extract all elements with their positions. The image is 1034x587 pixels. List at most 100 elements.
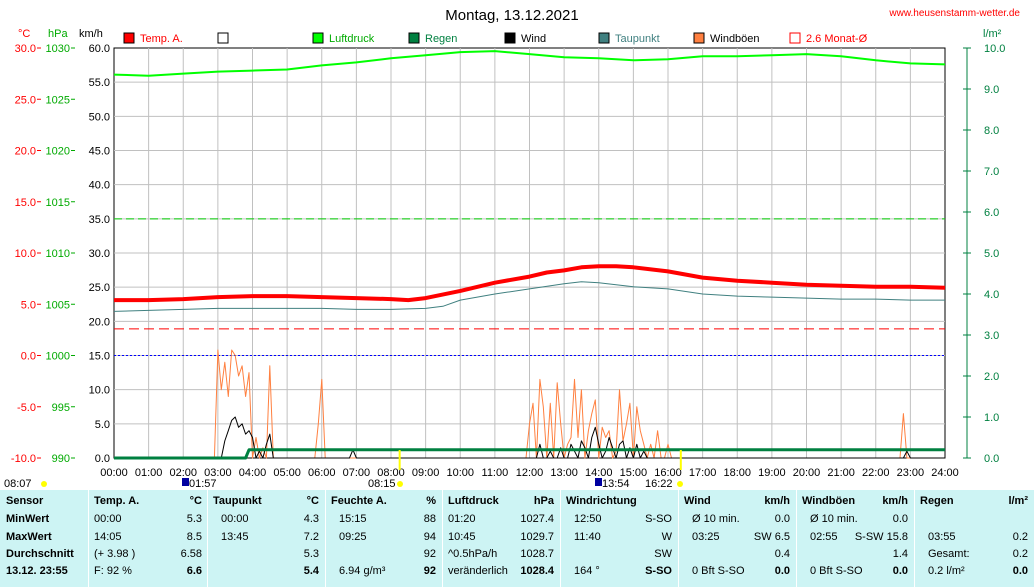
pressure-marker-icon <box>595 478 602 486</box>
column-divider <box>325 490 326 587</box>
website-link[interactable]: www.heusenstamm-wetter.de <box>888 8 1020 19</box>
x-axis-tick: 08:00 <box>377 467 405 479</box>
legend-swatch <box>598 32 610 44</box>
x-axis-tick: 10:00 <box>446 467 474 479</box>
weather-chart: 30.0 25.0 20.0 15.0 10.0 5.0 0.0 -5.0 -10.0 1030 1… <box>4 7 1020 490</box>
hum-time: 09:25 <box>339 531 367 543</box>
legend-swatch <box>504 32 516 44</box>
hum-unit: % <box>426 495 436 507</box>
legend-label: 2.6 Monat-Ø <box>806 33 868 45</box>
row-label: 13.12. 23:55 <box>6 565 68 577</box>
dew-time: 13:45 <box>221 531 249 543</box>
wind-axis-tick: 0.0 <box>95 453 110 465</box>
x-axis-tick: 14:00 <box>585 467 613 479</box>
series-line-wind <box>114 416 945 459</box>
pressure-axis-tick: 1030 <box>46 43 70 55</box>
temp-header: Temp. A. <box>94 495 140 507</box>
marker-label-high: 13:54 <box>602 478 630 490</box>
legend-swatch <box>123 32 135 44</box>
x-axis-tick: 23:00 <box>897 467 925 479</box>
wind-axis-tick: 25.0 <box>89 282 110 294</box>
temp-unit: °C <box>189 495 202 507</box>
hum-value: 88 <box>423 513 436 525</box>
row-label: Durchschnitt <box>6 548 74 560</box>
column-divider <box>207 490 208 587</box>
legend-swatch <box>789 32 801 44</box>
wind-value: 0.4 <box>774 548 790 560</box>
hum-time: 6.94 g/m³ <box>339 565 386 577</box>
temp-value: 8.5 <box>186 531 202 543</box>
temp-axis-tick: 30.0 <box>15 43 36 55</box>
x-axis-tick: 22:00 <box>862 467 890 479</box>
wind-axis-tick: 50.0 <box>89 111 110 123</box>
x-axis: 00:00 01:00 02:00 03:00 04:00 05:00 06:00 07:00… <box>100 467 959 479</box>
temp-time: 14:05 <box>94 531 122 543</box>
x-axis-tick: 18:00 <box>723 467 751 479</box>
x-axis-tick: 15:00 <box>620 467 648 479</box>
marker-label-sun: 08:15 <box>368 478 396 490</box>
x-axis-tick: 03:00 <box>204 467 232 479</box>
temp-value: 5.3 <box>186 513 202 525</box>
wdir-value: W <box>661 531 672 543</box>
press-value: 1027.4 <box>520 513 554 525</box>
hum-value: 94 <box>423 531 436 543</box>
marker-label-low: 01:57 <box>189 478 217 490</box>
x-axis-tick: 13:00 <box>550 467 578 479</box>
temp-axis-tick: 20.0 <box>15 146 36 158</box>
wind-column: Wind km/h Ø 10 min. 0.0 03:25 SW 6.5 0.4 0 Bft … <box>684 490 790 587</box>
chart-title: Montag, 13.12.2021 <box>445 7 578 24</box>
x-axis-tick: 06:00 <box>308 467 336 479</box>
temp-value: 6.58 <box>180 548 202 560</box>
pressure-axis-tick: 1025 <box>46 94 70 106</box>
column-divider <box>796 490 797 587</box>
x-axis-tick: 20:00 <box>793 467 821 479</box>
gust-value: 0.0 <box>892 513 908 525</box>
rain-axis-tick: 0.0 <box>984 453 999 465</box>
x-axis-tick: 05:00 <box>273 467 301 479</box>
wdir-time: 12:50 <box>574 513 602 525</box>
pressure-axis-tick: 1000 <box>46 351 70 363</box>
press-value: 1029.7 <box>520 531 554 543</box>
column-divider <box>560 490 561 587</box>
wind-direction-column: Windrichtung 12:50 S-SO 11:40 W SW 164 ° S-SO <box>566 490 672 587</box>
wind-axis-tick: 40.0 <box>89 180 110 192</box>
unit-rain: l/m² <box>983 28 1002 40</box>
row-labels: Sensor MinWert MaxWert Durchschnitt 13.12. 2… <box>6 490 86 587</box>
wind-time: 03:25 <box>692 531 720 543</box>
temp-axis-tick: 0.0 <box>21 351 36 363</box>
hum-header: Feuchte A. <box>331 495 387 507</box>
wind-axis-tick: 60.0 <box>89 43 110 55</box>
gust-time: 0 Bft S-SO <box>810 565 863 577</box>
dew-value: 4.3 <box>303 513 319 525</box>
pressure-axis-tick: 1020 <box>46 146 70 158</box>
column-divider <box>442 490 443 587</box>
marker-label-sun: 16:22 <box>645 478 673 490</box>
wind-value: 0.0 <box>774 565 790 577</box>
unit-pressure: hPa <box>48 28 68 40</box>
rain-axis-tick: 2.0 <box>984 371 999 383</box>
press-unit: hPa <box>533 495 554 507</box>
rain-axis-tick: 7.0 <box>984 166 999 178</box>
pressure-axis-tick: 1010 <box>46 248 70 260</box>
wind-axis-tick: 10.0 <box>89 385 110 397</box>
temp-axis-tick: 5.0 <box>21 299 36 311</box>
temp-time: (+ 3.98 ) <box>94 548 136 560</box>
rain-axis-tick: 9.0 <box>984 84 999 96</box>
wind-value: 0.0 <box>774 513 790 525</box>
sun-icon <box>41 481 47 487</box>
rain-column: Regen l/m² 03:55 0.2 Gesamt: 0.2 0.2 l/m² 0.0 <box>920 490 1028 587</box>
wind-time: Ø 10 min. <box>692 513 740 525</box>
column-divider <box>914 490 915 587</box>
unit-wind: km/h <box>79 28 103 40</box>
rain-axis-tick: 4.0 <box>984 289 999 301</box>
reference-lines <box>114 218 945 356</box>
gust-unit: km/h <box>882 495 908 507</box>
wind-axis-tick: 55.0 <box>89 77 110 89</box>
temp-axis-tick: 25.0 <box>15 94 36 106</box>
marker-label-sun: 08:07 <box>4 478 32 490</box>
temp-axis-tick: 10.0 <box>15 248 36 260</box>
legend-label: Windböen <box>710 33 760 45</box>
x-axis-tick: 02:00 <box>169 467 197 479</box>
rain-axis-tick: 10.0 <box>984 43 1005 55</box>
legend: Temp. A. Luftdruck Regen Wind Taupunkt Windbö… <box>123 32 868 45</box>
